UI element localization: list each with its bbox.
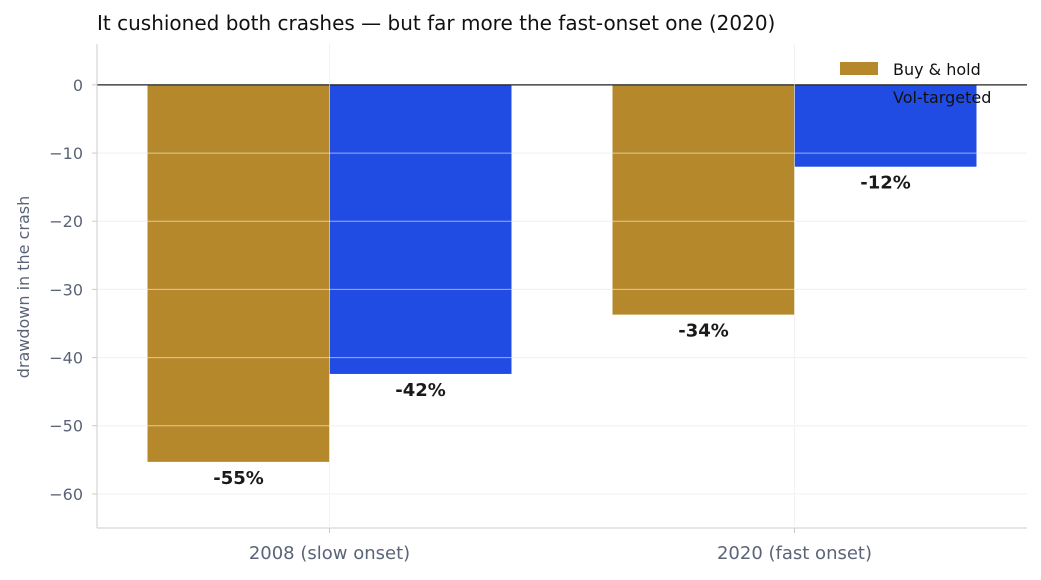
x-tick-label: 2008 (slow onset): [249, 543, 410, 564]
bars: [147, 84, 977, 462]
bar-value-label: -55%: [213, 468, 264, 489]
bar: [147, 84, 330, 462]
y-tick-label: −20: [49, 212, 83, 231]
data-labels: -55% -34% -42% -12%: [97, 44, 1027, 528]
y-tick-label: −40: [49, 349, 83, 368]
x-tick-label: 2020 (fast onset): [717, 543, 872, 564]
y-tick-label: −30: [49, 280, 83, 299]
y-tick-label: −50: [49, 417, 83, 436]
y-tick-label: 0: [73, 76, 83, 95]
bar: [329, 84, 512, 374]
bar-value-label: -34%: [678, 321, 729, 342]
y-axis-label: drawdown in the crash: [14, 196, 33, 379]
chart-title: It cushioned both crashes — but far more…: [97, 11, 775, 35]
bar-value-label: -12%: [860, 173, 911, 194]
axes: 0 −10 −20 −30 −40 −50 −60 2008 (slow onset) 2020…: [49, 44, 1027, 564]
bar: [612, 84, 795, 315]
y-tick-label: −10: [49, 144, 83, 163]
legend-label: Buy & hold: [893, 60, 981, 79]
bar-value-label: -42%: [395, 380, 446, 401]
legend-label: Vol-targeted: [893, 88, 991, 107]
legend: Buy & hold Vol-targeted: [840, 60, 991, 107]
y-tick-label: −60: [49, 485, 83, 504]
legend-swatch: [840, 62, 878, 75]
